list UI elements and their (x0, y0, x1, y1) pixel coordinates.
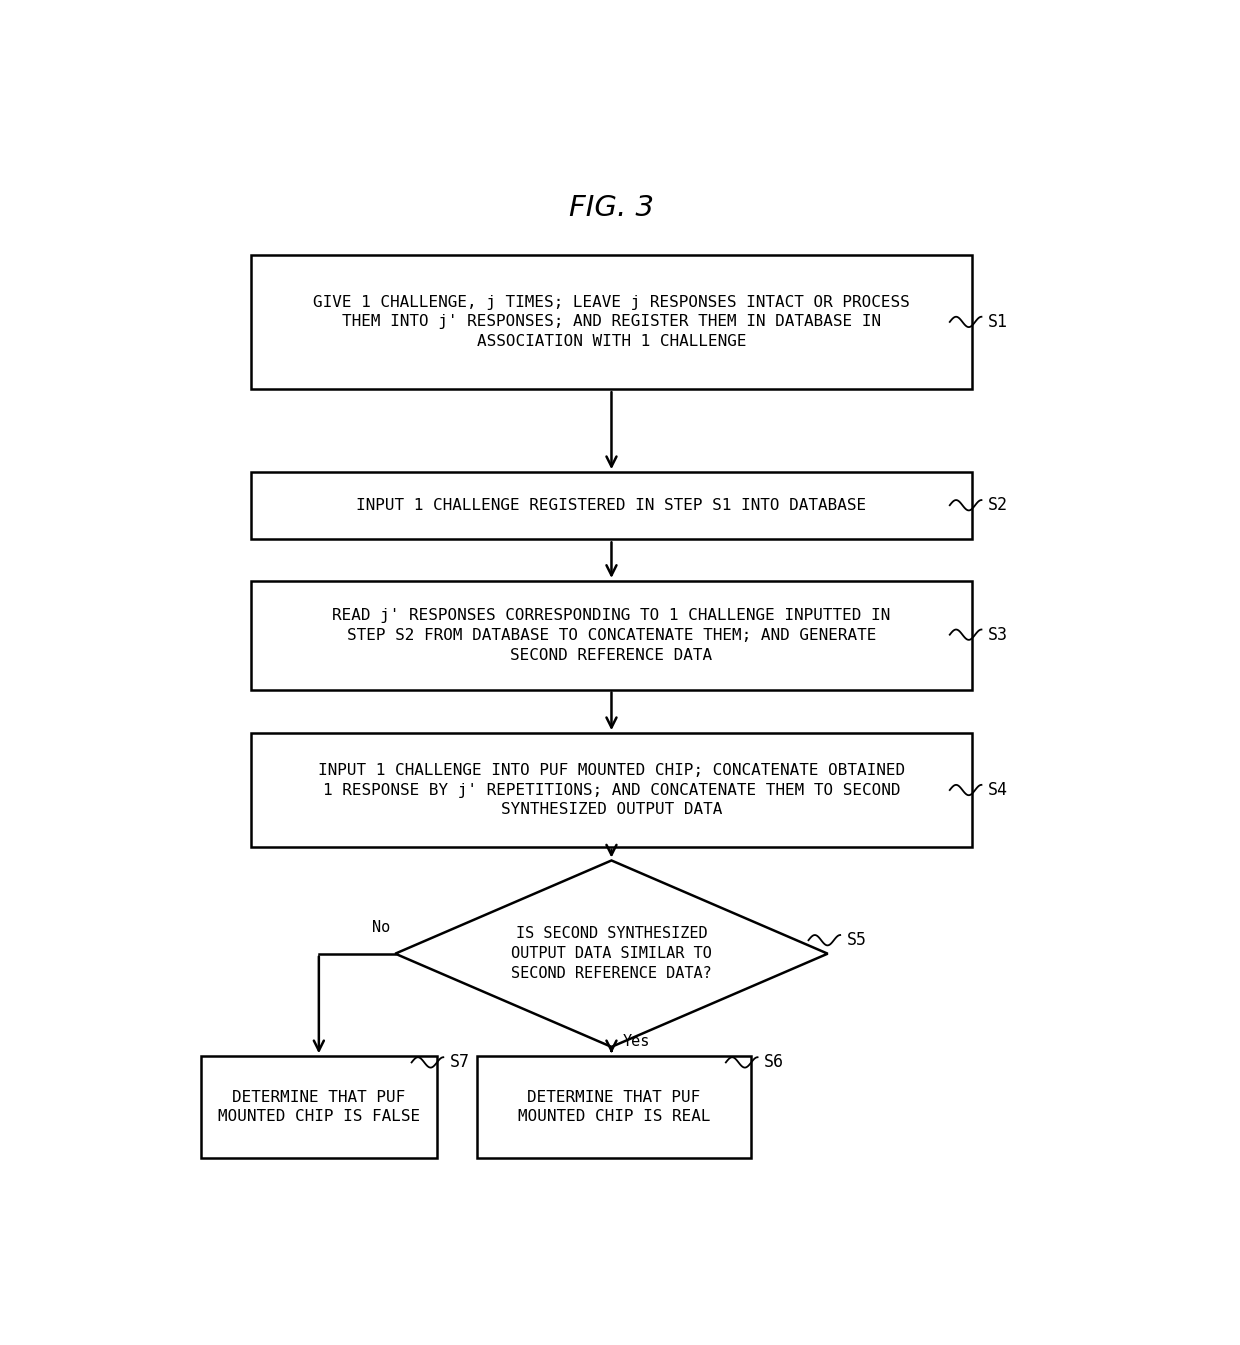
Text: FIG. 3: FIG. 3 (569, 194, 653, 222)
Text: No: No (372, 920, 391, 935)
Text: S3: S3 (988, 625, 1008, 644)
Text: S2: S2 (988, 496, 1008, 514)
Text: IS SECOND SYNTHESIZED
OUTPUT DATA SIMILAR TO
SECOND REFERENCE DATA?: IS SECOND SYNTHESIZED OUTPUT DATA SIMILA… (511, 927, 712, 981)
Text: DETERMINE THAT PUF
MOUNTED CHIP IS FALSE: DETERMINE THAT PUF MOUNTED CHIP IS FALSE (218, 1089, 420, 1124)
Bar (250, 472, 972, 539)
Bar (250, 581, 972, 690)
Text: DETERMINE THAT PUF
MOUNTED CHIP IS REAL: DETERMINE THAT PUF MOUNTED CHIP IS REAL (517, 1089, 711, 1124)
Bar (201, 1056, 436, 1158)
Text: Yes: Yes (622, 1034, 651, 1049)
Bar (250, 733, 972, 847)
Polygon shape (396, 861, 828, 1046)
Text: INPUT 1 CHALLENGE INTO PUF MOUNTED CHIP; CONCATENATE OBTAINED
1 RESPONSE BY j' R: INPUT 1 CHALLENGE INTO PUF MOUNTED CHIP;… (317, 763, 905, 818)
Text: GIVE 1 CHALLENGE, j TIMES; LEAVE j RESPONSES INTACT OR PROCESS
THEM INTO j' RESP: GIVE 1 CHALLENGE, j TIMES; LEAVE j RESPO… (312, 295, 910, 350)
Text: S5: S5 (847, 931, 867, 950)
Text: READ j' RESPONSES CORRESPONDING TO 1 CHALLENGE INPUTTED IN
STEP S2 FROM DATABASE: READ j' RESPONSES CORRESPONDING TO 1 CHA… (332, 608, 890, 663)
Text: INPUT 1 CHALLENGE REGISTERED IN STEP S1 INTO DATABASE: INPUT 1 CHALLENGE REGISTERED IN STEP S1 … (356, 498, 867, 514)
Text: S1: S1 (988, 313, 1008, 331)
Text: S4: S4 (988, 781, 1008, 799)
Text: S6: S6 (764, 1053, 784, 1072)
Text: S7: S7 (450, 1053, 470, 1072)
Bar (477, 1056, 750, 1158)
Bar (250, 254, 972, 389)
